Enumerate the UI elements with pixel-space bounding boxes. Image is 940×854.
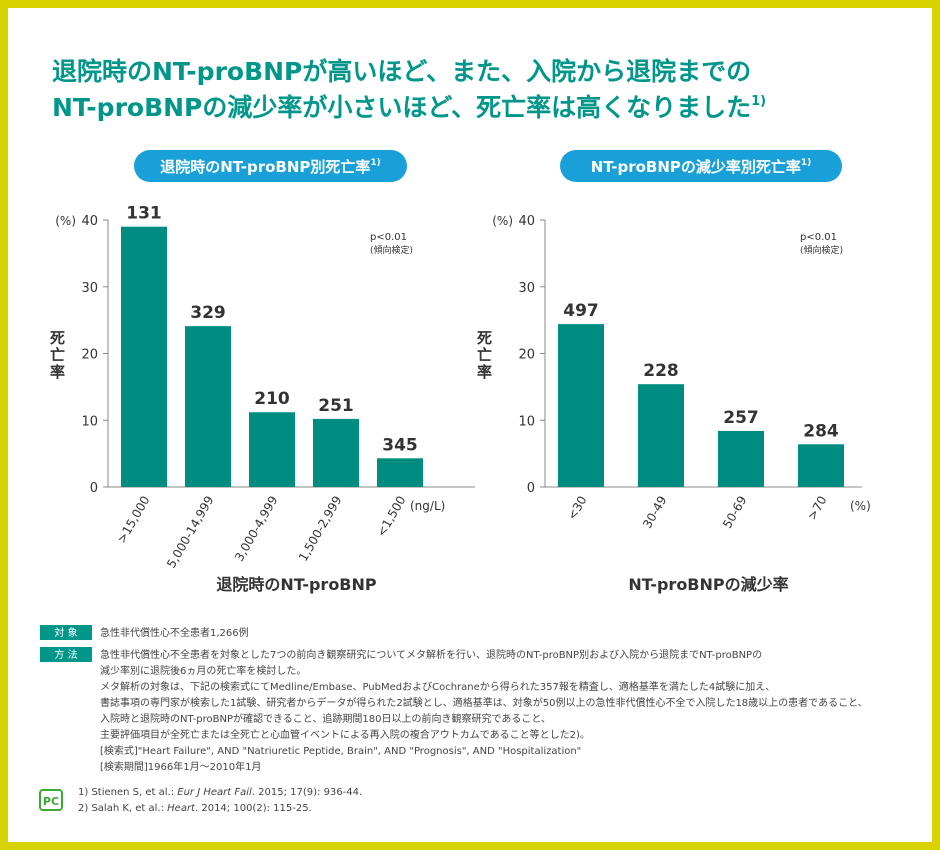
bar-label: 251	[318, 396, 354, 416]
y-tick-label: 20	[81, 348, 98, 363]
y-axis-label: 死亡率	[48, 330, 66, 381]
bar	[558, 324, 604, 487]
y-tick-label: 0	[90, 481, 98, 496]
bar-label: 257	[723, 408, 759, 428]
ref-text: 1) Stienen S, et al.:	[78, 787, 177, 798]
bar	[638, 384, 684, 487]
reference: 2) Salah K, et al.: Heart. 2014; 100(2):…	[78, 803, 312, 814]
chart-title: 退院時のNT-proBNP別死亡率1)	[160, 158, 381, 176]
bar	[377, 458, 423, 487]
chart-title-ref: 1)	[801, 158, 811, 168]
bar-label: 345	[382, 435, 418, 455]
bar-label: 210	[254, 389, 290, 409]
bar	[121, 226, 167, 488]
y-tick-label: 40	[81, 214, 98, 229]
headline: 退院時のNT-proBNPが高いほど、また、入院から退院までの	[52, 57, 751, 86]
ref-journal: Eur J Heart Fail	[177, 787, 252, 798]
x-axis-label: NT-proBNPの減少率	[628, 575, 788, 594]
method-line: 書誌事項の専門家が検索した1試験、研究者からデータが得られた2試験とし、適格基準…	[100, 696, 868, 709]
y-tick-label: 0	[527, 481, 535, 496]
ref-text: . 2015; 17(9): 936-44.	[252, 787, 362, 798]
headline-ref: 1)	[751, 94, 766, 109]
headline-line: NT-proBNPの減少率が小さいほど、死亡率は高くなりました	[52, 93, 751, 122]
y-tick-label: 20	[518, 348, 535, 363]
bar-label: 131	[126, 204, 162, 224]
method-line: [検索期間]1966年1月～2010年1月	[100, 760, 261, 773]
method-line: 急性非代償性心不全患者を対象とした7つの前向き観察研究についてメタ解析を行い、退…	[100, 648, 762, 661]
bar	[185, 326, 231, 487]
p-value: p<0.01	[370, 232, 407, 243]
logo-box	[39, 789, 63, 811]
y-tick-label: 40	[518, 214, 535, 229]
p-value: p<0.01	[800, 232, 837, 243]
chart-title-text: 退院時のNT-proBNP別死亡率	[160, 158, 370, 176]
chart-title-ref: 1)	[370, 158, 380, 168]
y-tick-label: 30	[518, 281, 535, 296]
bar-label: 497	[563, 301, 599, 321]
bar-label: 228	[643, 361, 679, 381]
bar	[249, 412, 295, 487]
logo: PC	[43, 795, 59, 808]
x-axis-label: 退院時のNT-proBNP	[216, 575, 377, 594]
chart-title-pill	[134, 150, 407, 182]
bar	[313, 418, 359, 487]
method-line: メタ解析の対象は、下記の検索式にてMedline/Embase、PubMedおよ…	[100, 680, 775, 693]
p-value-note: (傾向検定)	[800, 244, 843, 256]
method-line: 主要評価項目が全死亡または全死亡と心血管イベントによる再入院の複合アウトカムであ…	[100, 728, 590, 741]
bar-label: 284	[803, 421, 839, 441]
p-value-note: (傾向検定)	[370, 244, 413, 256]
headline: NT-proBNPの減少率が小さいほど、死亡率は高くなりました1)	[52, 93, 766, 122]
y-unit: (%)	[492, 214, 513, 228]
reference: 1) Stienen S, et al.: Eur J Heart Fail. …	[78, 787, 362, 798]
ref-text: . 2014; 100(2): 115-25.	[195, 803, 312, 814]
bar-label: 329	[190, 303, 226, 323]
bar	[718, 430, 764, 487]
y-tick-label: 10	[81, 414, 98, 429]
ref-text: 2) Salah K, et al.:	[78, 803, 167, 814]
method-line: [検索式]"Heart Failure", AND "Natriuretic P…	[100, 744, 581, 757]
y-tick-label: 10	[518, 414, 535, 429]
method-label: 方 法	[54, 648, 77, 661]
ref-journal: Heart	[167, 803, 196, 814]
label-box	[40, 625, 92, 640]
chart-title-pill	[560, 150, 842, 182]
chart-title-text: NT-proBNPの減少率別死亡率	[591, 158, 801, 176]
chart-title: NT-proBNPの減少率別死亡率1)	[591, 158, 812, 176]
x-unit: (ng/L)	[410, 499, 445, 513]
method-line: 入院時と退院時のNT-proBNPが確認できること、追跡期間180日以上の前向き…	[100, 712, 551, 725]
subject-label: 対 象	[54, 626, 77, 639]
y-axis-label: 死亡率	[475, 330, 493, 381]
subject-text: 急性非代償性心不全患者1,266例	[100, 626, 249, 639]
label-box	[40, 647, 92, 662]
method-line: 減少率別に退院後6ヵ月の死亡率を検討した。	[100, 664, 306, 677]
y-unit: (%)	[55, 214, 76, 228]
bar	[798, 444, 844, 487]
x-unit: (%)	[850, 499, 871, 513]
y-tick-label: 30	[81, 281, 98, 296]
headline-line: 退院時のNT-proBNPが高いほど、また、入院から退院までの	[52, 57, 751, 86]
